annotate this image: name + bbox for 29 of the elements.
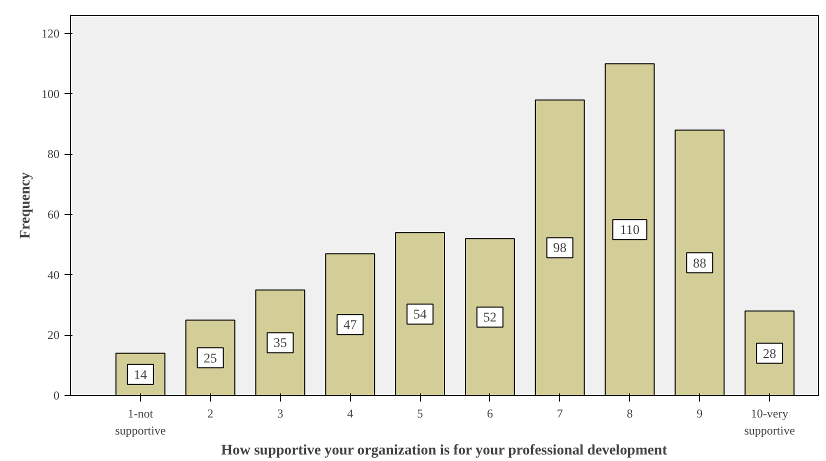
data-label: 25: [204, 350, 218, 366]
data-label: 98: [553, 240, 567, 256]
data-label: 88: [692, 255, 707, 270]
y-tick-label: 120: [42, 26, 60, 41]
x-tick-label: 2: [207, 406, 214, 420]
x-tick-label: 1-not supportive: [115, 406, 166, 438]
x-tick-label: 10-very supportive: [744, 406, 795, 438]
data-label: 52: [483, 310, 497, 325]
y-tick-label: 60: [48, 208, 60, 222]
data-label: 14: [134, 366, 148, 382]
data-label: 54: [413, 306, 428, 322]
x-tick-label: 7: [556, 406, 563, 420]
y-tick-label: 80: [48, 147, 60, 162]
x-tick-label: 6: [486, 406, 493, 420]
x-tick-label: 4: [347, 406, 354, 420]
data-label: 28: [762, 346, 777, 361]
y-axis-title: Frequency: [18, 172, 34, 239]
y-tick-label: 100: [42, 86, 60, 101]
x-tick-label: 8: [626, 406, 633, 420]
x-axis-title: How supportive your organization is for your professional development: [221, 442, 668, 458]
y-tick-label: 20: [48, 328, 60, 342]
data-label: 35: [274, 335, 288, 350]
x-tick-label: 5: [417, 406, 424, 420]
y-tick-label: 40: [48, 268, 60, 282]
data-label: 47: [343, 317, 358, 332]
y-tick-label: 0: [54, 388, 60, 402]
x-tick-label: 9: [696, 406, 703, 420]
data-label: 110: [620, 222, 640, 238]
x-tick-label: 3: [277, 406, 284, 420]
